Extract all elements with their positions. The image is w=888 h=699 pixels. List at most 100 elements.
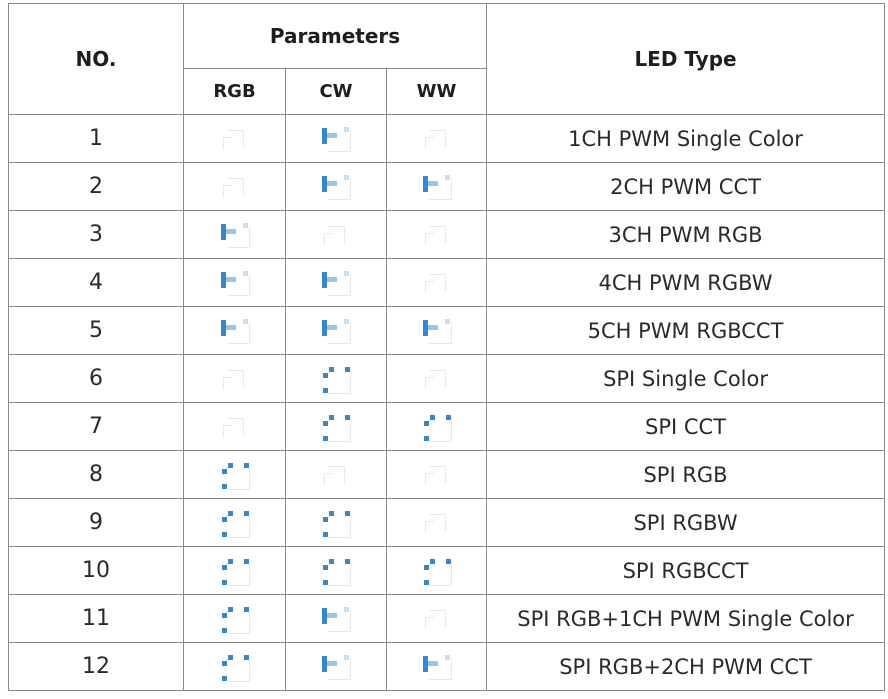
pwm-channel-icon xyxy=(421,172,453,202)
cell-cw xyxy=(285,594,387,643)
cell-rgb xyxy=(183,450,286,499)
cell-rgb xyxy=(183,546,286,595)
spi-channel-icon xyxy=(219,460,251,490)
header-no: NO. xyxy=(8,3,184,115)
led-type-cell: 1CH PWM Single Color xyxy=(486,114,886,163)
cell-rgb xyxy=(183,642,286,691)
header-ww: WW xyxy=(385,68,488,115)
table-row: 7 SPI CCT xyxy=(8,402,886,451)
spi-channel-icon xyxy=(320,508,352,538)
table-row: 4 4CH PWM RGBW xyxy=(8,258,886,307)
cell-rgb xyxy=(183,594,286,643)
led-type-cell: SPI CCT xyxy=(486,402,886,451)
pwm-channel-icon xyxy=(320,652,352,682)
cell-rgb xyxy=(183,498,286,547)
spi-channel-icon xyxy=(421,556,453,586)
not-supported-icon xyxy=(219,364,251,394)
not-supported-icon xyxy=(219,124,251,154)
cell-rgb xyxy=(183,210,286,259)
spi-channel-icon xyxy=(320,364,352,394)
led-type-cell: SPI RGB+2CH PWM CCT xyxy=(486,642,886,691)
led-type-cell: 5CH PWM RGBCCT xyxy=(486,306,886,355)
not-supported-icon xyxy=(421,268,453,298)
cell-cw xyxy=(285,162,387,211)
header-led-type: LED Type xyxy=(486,3,886,115)
spi-channel-icon xyxy=(219,508,251,538)
cell-cw xyxy=(285,402,387,451)
table-row: 1 1CH PWM Single Color xyxy=(8,114,886,163)
pwm-channel-icon xyxy=(320,172,352,202)
not-supported-icon xyxy=(421,220,453,250)
cell-ww xyxy=(385,210,488,259)
table-row: 2 2CH PWM CCT xyxy=(8,162,886,211)
pwm-channel-icon xyxy=(320,604,352,634)
table-row: 5 5CH PWM RGBCCT xyxy=(8,306,886,355)
cell-cw xyxy=(285,498,387,547)
row-number: 11 xyxy=(8,594,184,643)
cell-ww xyxy=(385,258,488,307)
spi-channel-icon xyxy=(320,556,352,586)
row-number: 3 xyxy=(8,210,184,259)
not-supported-icon xyxy=(421,508,453,538)
pwm-channel-icon xyxy=(219,268,251,298)
cell-cw xyxy=(285,258,387,307)
led-type-cell: 2CH PWM CCT xyxy=(486,162,886,211)
spi-channel-icon xyxy=(320,412,352,442)
table-row: 8 SPI RGB xyxy=(8,450,886,499)
led-type-cell: SPI RGB+1CH PWM Single Color xyxy=(486,594,886,643)
row-number: 9 xyxy=(8,498,184,547)
row-number: 1 xyxy=(8,114,184,163)
spi-channel-icon xyxy=(219,652,251,682)
cell-cw xyxy=(285,306,387,355)
table-row: 6 SPI Single Color xyxy=(8,354,886,403)
not-supported-icon xyxy=(219,412,251,442)
cell-ww xyxy=(385,594,488,643)
spi-channel-icon xyxy=(219,604,251,634)
pwm-channel-icon xyxy=(320,316,352,346)
cell-rgb xyxy=(183,354,286,403)
cell-ww xyxy=(385,546,488,595)
cell-cw xyxy=(285,114,387,163)
led-type-table: NO. Parameters LED Type RGB CW WW 1 1CH P… xyxy=(8,3,886,691)
cell-cw xyxy=(285,546,387,595)
spi-channel-icon xyxy=(219,556,251,586)
cell-ww xyxy=(385,114,488,163)
table-row: 10 SPI RGBCCT xyxy=(8,546,886,595)
cell-rgb xyxy=(183,114,286,163)
spi-channel-icon xyxy=(421,412,453,442)
led-type-cell: SPI RGB xyxy=(486,450,886,499)
not-supported-icon xyxy=(421,364,453,394)
cell-ww xyxy=(385,498,488,547)
row-number: 4 xyxy=(8,258,184,307)
not-supported-icon xyxy=(421,124,453,154)
cell-cw xyxy=(285,354,387,403)
not-supported-icon xyxy=(421,604,453,634)
row-number: 8 xyxy=(8,450,184,499)
cell-cw xyxy=(285,642,387,691)
table-row: 9 SPI RGBW xyxy=(8,498,886,547)
row-number: 7 xyxy=(8,402,184,451)
header-parameters: Parameters xyxy=(182,3,488,69)
table-row: 12 SPI RGB+2CH PWM CCT xyxy=(8,642,886,691)
row-number: 2 xyxy=(8,162,184,211)
not-supported-icon xyxy=(421,460,453,490)
pwm-channel-icon xyxy=(421,316,453,346)
pwm-channel-icon xyxy=(219,316,251,346)
cell-rgb xyxy=(183,306,286,355)
cell-ww xyxy=(385,162,488,211)
cell-ww xyxy=(385,402,488,451)
led-type-cell: 3CH PWM RGB xyxy=(486,210,886,259)
cell-ww xyxy=(385,642,488,691)
cell-ww xyxy=(385,306,488,355)
led-type-cell: SPI Single Color xyxy=(486,354,886,403)
cell-cw xyxy=(285,450,387,499)
led-type-cell: SPI RGBCCT xyxy=(486,546,886,595)
cell-rgb xyxy=(183,258,286,307)
pwm-channel-icon xyxy=(320,268,352,298)
header-cw: CW xyxy=(285,68,387,115)
led-type-cell: 4CH PWM RGBW xyxy=(486,258,886,307)
header-rgb: RGB xyxy=(183,68,286,115)
pwm-channel-icon xyxy=(421,652,453,682)
pwm-channel-icon xyxy=(320,124,352,154)
row-number: 12 xyxy=(8,642,184,691)
